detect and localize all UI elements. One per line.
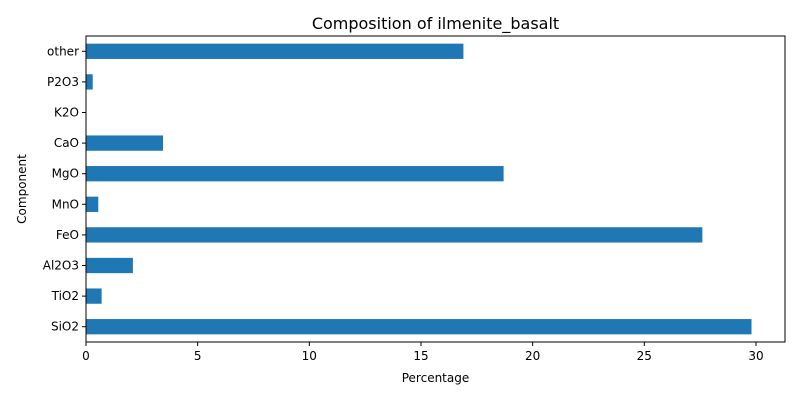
bar-cao bbox=[86, 135, 164, 151]
bar-sio2 bbox=[86, 319, 752, 335]
y-tick-label: MgO bbox=[52, 167, 79, 181]
y-tick-label: TiO2 bbox=[51, 289, 79, 303]
bar-mgo bbox=[86, 166, 504, 182]
y-tick-label: K2O bbox=[54, 106, 79, 120]
bar-al2o3 bbox=[86, 257, 133, 274]
plot-frame bbox=[85, 35, 786, 343]
bar-tio2 bbox=[86, 288, 102, 304]
x-tick-label: 25 bbox=[637, 349, 652, 363]
x-tick-label: 0 bbox=[82, 349, 90, 363]
chart-title: Composition of ilmenite_basalt bbox=[312, 14, 559, 34]
x-tick-label: 15 bbox=[413, 349, 428, 363]
y-tick-label: P2O3 bbox=[47, 75, 79, 89]
x-axis: 0 5 10 15 20 25 30 bbox=[82, 342, 764, 363]
y-tick-label: SiO2 bbox=[51, 320, 79, 334]
y-tick-label: MnO bbox=[52, 197, 79, 211]
y-tick-label: CaO bbox=[54, 136, 79, 150]
bar-mno bbox=[86, 196, 99, 212]
bars-group bbox=[86, 43, 752, 335]
y-axis-title: Component bbox=[15, 154, 29, 224]
y-tick-label: FeO bbox=[56, 228, 79, 242]
x-tick-label: 10 bbox=[302, 349, 317, 363]
y-tick-label: other bbox=[47, 44, 79, 58]
x-axis-title: Percentage bbox=[402, 371, 470, 385]
x-tick-label: 5 bbox=[194, 349, 202, 363]
bar-feo bbox=[86, 227, 703, 243]
x-tick-label: 20 bbox=[525, 349, 540, 363]
bar-other bbox=[86, 43, 464, 59]
bar-p2o3 bbox=[86, 74, 93, 90]
y-axis: SiO2 TiO2 Al2O3 FeO MnO MgO CaO K2O P2O3 other bbox=[43, 44, 86, 334]
x-tick-label: 30 bbox=[748, 349, 763, 363]
y-tick-label: Al2O3 bbox=[43, 259, 79, 273]
